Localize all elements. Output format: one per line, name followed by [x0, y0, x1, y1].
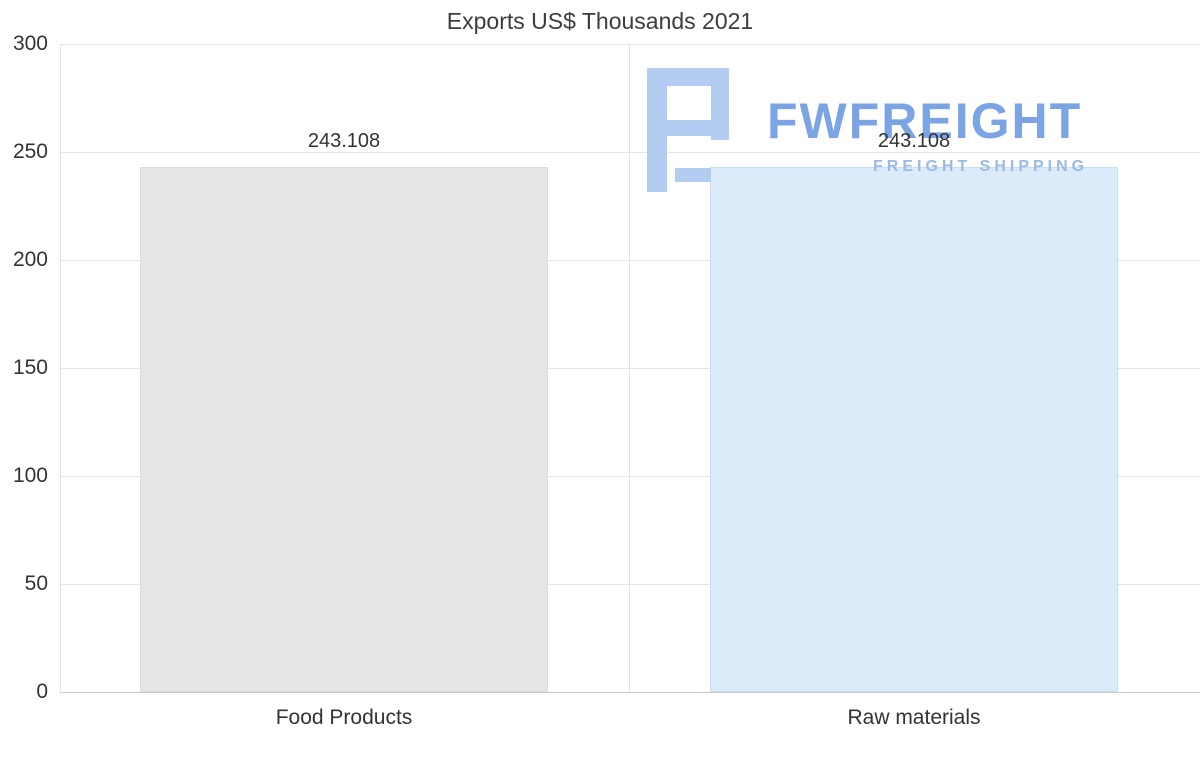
gridline — [60, 476, 1200, 477]
y-axis-tick-label: 300 — [12, 32, 48, 55]
gridline — [60, 584, 1200, 585]
x-axis-label-raw-materials: Raw materials — [847, 706, 981, 729]
gridline — [60, 368, 1200, 369]
gridline — [60, 260, 1200, 261]
y-axis-tick-label: 150 — [12, 356, 48, 379]
y-axis-line — [60, 44, 61, 692]
bar-value-label-raw-materials: 243.108 — [877, 129, 951, 152]
chart-title: Exports US$ Thousands 2021 — [446, 8, 754, 34]
bar-value-label-food-products: 243.108 — [307, 129, 381, 152]
bar-raw-materials[interactable] — [710, 166, 1118, 692]
gridline — [60, 44, 1200, 45]
y-axis-tick-label: 50 — [24, 572, 48, 595]
y-axis-tick-label: 200 — [12, 248, 48, 271]
y-axis-tick-label: 100 — [12, 464, 48, 487]
x-axis-label-food-products: Food Products — [275, 706, 413, 729]
gridline — [60, 152, 1200, 153]
category-separator-line — [629, 44, 630, 692]
bar-food-products[interactable] — [140, 166, 548, 692]
y-axis-tick-label: 250 — [12, 140, 48, 163]
x-axis-line — [60, 692, 1200, 693]
y-axis-tick-label: 0 — [36, 680, 48, 703]
